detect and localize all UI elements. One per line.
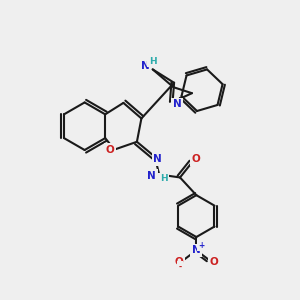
Text: N: N: [153, 154, 162, 164]
Text: +: +: [199, 241, 205, 250]
Text: O: O: [192, 154, 201, 164]
Text: N: N: [141, 61, 150, 71]
Text: N: N: [173, 100, 182, 110]
Text: H: H: [149, 57, 157, 66]
Text: H: H: [160, 174, 167, 183]
Text: N: N: [147, 171, 156, 181]
Text: -: -: [178, 263, 182, 272]
Text: N: N: [192, 245, 201, 255]
Text: O: O: [175, 257, 184, 267]
Text: O: O: [106, 145, 114, 154]
Text: O: O: [209, 257, 218, 267]
